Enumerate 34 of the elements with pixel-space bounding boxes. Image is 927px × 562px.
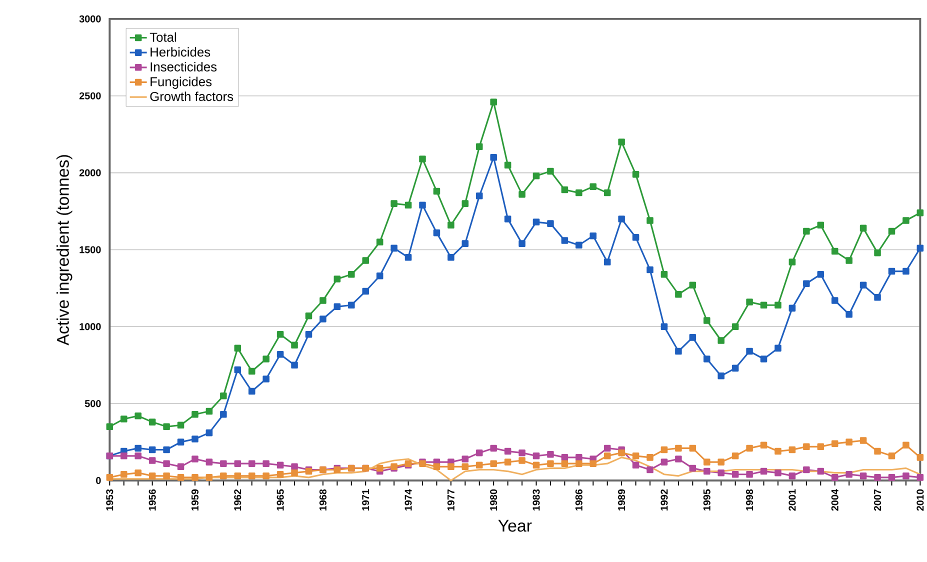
legend-label: Insecticides [150, 62, 217, 72]
y-tick-label: 500 [84, 400, 101, 407]
x-tick-label: 2001 [788, 489, 796, 511]
y-tick-label: 0 [96, 476, 101, 484]
y-tick-label: 3000 [79, 15, 101, 22]
y-tick-label: 2000 [79, 169, 101, 176]
y-axis-title: Active ingredient (tonnes) [56, 154, 72, 346]
x-tick-label: 1953 [106, 489, 114, 510]
x-tick-label: 1974 [404, 488, 412, 510]
x-tick-label: 1965 [276, 489, 284, 510]
legend-label: Herbicides [150, 47, 210, 57]
x-tick-label: 1998 [746, 489, 754, 510]
x-tick-label: 2007 [874, 489, 882, 511]
y-tick-label: 2500 [79, 92, 101, 100]
legend-label: Fungicides [150, 76, 212, 89]
x-axis-title: Year [498, 520, 532, 532]
x-tick-label: 2004 [831, 488, 838, 511]
y-tick-label: 1500 [80, 246, 101, 254]
legend-label: Growth factors [150, 91, 234, 101]
y-tick-label: 1000 [80, 323, 101, 330]
x-tick-label: 1962 [234, 489, 242, 510]
x-tick-label: 1992 [660, 489, 668, 510]
x-tick-label: 2010 [916, 489, 924, 511]
x-tick-label: 1956 [148, 489, 156, 510]
legend-label: Total [150, 32, 176, 42]
x-tick-label: 1986 [575, 489, 582, 510]
x-tick-label: 1995 [703, 489, 710, 510]
x-tick-label: 1968 [319, 489, 326, 510]
x-tick-label: 1989 [618, 489, 626, 510]
x-tick-label: 1977 [447, 489, 454, 510]
x-tick-label: 1980 [490, 489, 498, 510]
x-tick-label: 1959 [191, 489, 198, 510]
x-tick-label: 1971 [362, 489, 370, 510]
x-tick-label: 1983 [532, 489, 540, 510]
